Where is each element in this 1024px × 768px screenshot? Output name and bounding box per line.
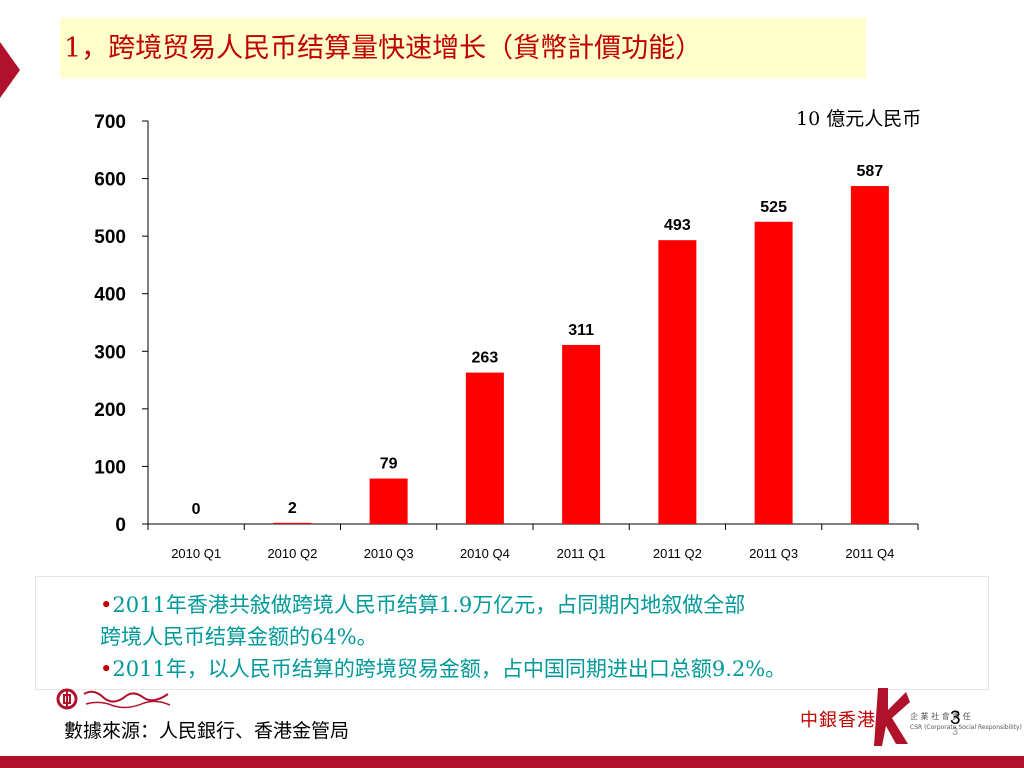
title-background xyxy=(60,18,866,78)
x-tick-label: 2010 Q2 xyxy=(267,546,317,561)
bar xyxy=(273,522,312,524)
x-tick-label: 2010 Q3 xyxy=(364,546,414,561)
data-label: 0 xyxy=(192,501,201,518)
x-axis: 2010 Q1 2010 Q2 2010 Q3 2010 Q4 2011 Q1 2011 … xyxy=(147,523,919,561)
bank-logo xyxy=(56,688,171,710)
csr-line-2: CSR (Corporate Social Responsibility) xyxy=(910,724,1022,731)
csr-line-1: 企 業 社 會 責 任 xyxy=(910,712,971,721)
bullet-2-line-1: 2011年，以人民币结算的跨境贸易金额，占中国同期进出口总额9.2%。 xyxy=(112,657,787,681)
brand-name: 中銀香港 xyxy=(800,710,876,731)
x-tick-label: 2011 Q2 xyxy=(653,546,702,561)
page-number-footnote: 3 xyxy=(952,726,959,738)
x-tick-label: 2011 Q4 xyxy=(845,546,894,561)
data-label: 79 xyxy=(380,456,398,473)
y-tick-label: 500 xyxy=(94,227,126,248)
y-tick-label: 300 xyxy=(94,342,126,363)
bottom-band xyxy=(0,746,1024,768)
y-tick-label: 0 xyxy=(115,515,126,536)
bullet-1: •2011年香港共敍做跨境人民币结算1.9万亿元，占同期内地叙做全部 跨境人民币… xyxy=(100,589,980,653)
x-tick-label: 2011 Q1 xyxy=(557,546,606,561)
data-label: 2 xyxy=(288,500,297,517)
data-label: 587 xyxy=(857,163,884,180)
csr-logo-icon xyxy=(874,688,910,746)
y-tick-label: 100 xyxy=(94,457,126,478)
csr-caption: 企 業 社 會 責 任 CSR (Corporate Social Respon… xyxy=(910,712,1022,733)
y-tick-label: 700 xyxy=(94,112,126,133)
data-label: 493 xyxy=(664,217,691,234)
bullet-marker: • xyxy=(100,593,113,617)
y-tick-label: 200 xyxy=(94,400,126,421)
bar xyxy=(658,240,697,524)
y-tick-label: 600 xyxy=(94,170,126,191)
y-axis: 0 100 200 300 400 500 600 700 xyxy=(94,112,149,536)
bar xyxy=(850,186,889,524)
bullet-1-line-2: 跨境人民币结算金额的64%。 xyxy=(100,625,378,649)
bar xyxy=(465,372,504,524)
data-label: 311 xyxy=(568,322,594,339)
bar xyxy=(562,344,601,524)
data-source: 數據來源：人民銀行、香港金管局 xyxy=(64,720,350,742)
y-tick-label: 400 xyxy=(94,285,126,306)
data-label: 525 xyxy=(760,199,787,216)
x-tick-label: 2010 Q1 xyxy=(171,546,221,561)
data-label: 263 xyxy=(472,350,499,367)
bars xyxy=(273,186,889,524)
corner-ribbon xyxy=(0,42,20,98)
bullet-2: •2011年，以人民币结算的跨境贸易金额，占中国同期进出口总额9.2%。 xyxy=(100,653,990,685)
bullet-marker: • xyxy=(100,657,113,681)
bar xyxy=(369,478,408,524)
bar xyxy=(754,221,793,524)
x-tick-label: 2011 Q3 xyxy=(749,546,798,561)
summary-callout xyxy=(36,577,988,689)
data-labels: 0 2 79 263 311 493 525 587 xyxy=(192,163,884,518)
x-tick-label: 2010 Q4 xyxy=(460,546,510,561)
page-number: 3 xyxy=(950,708,961,729)
unit-label: 10 億元人民币 xyxy=(796,108,922,130)
bullet-1-line-1: 2011年香港共敍做跨境人民币结算1.9万亿元，占同期内地叙做全部 xyxy=(112,593,746,617)
page-title: 1，跨境贸易人民币结算量快速增长（貨幣計價功能） xyxy=(64,33,703,64)
bottom-red-stripe xyxy=(0,756,1024,768)
